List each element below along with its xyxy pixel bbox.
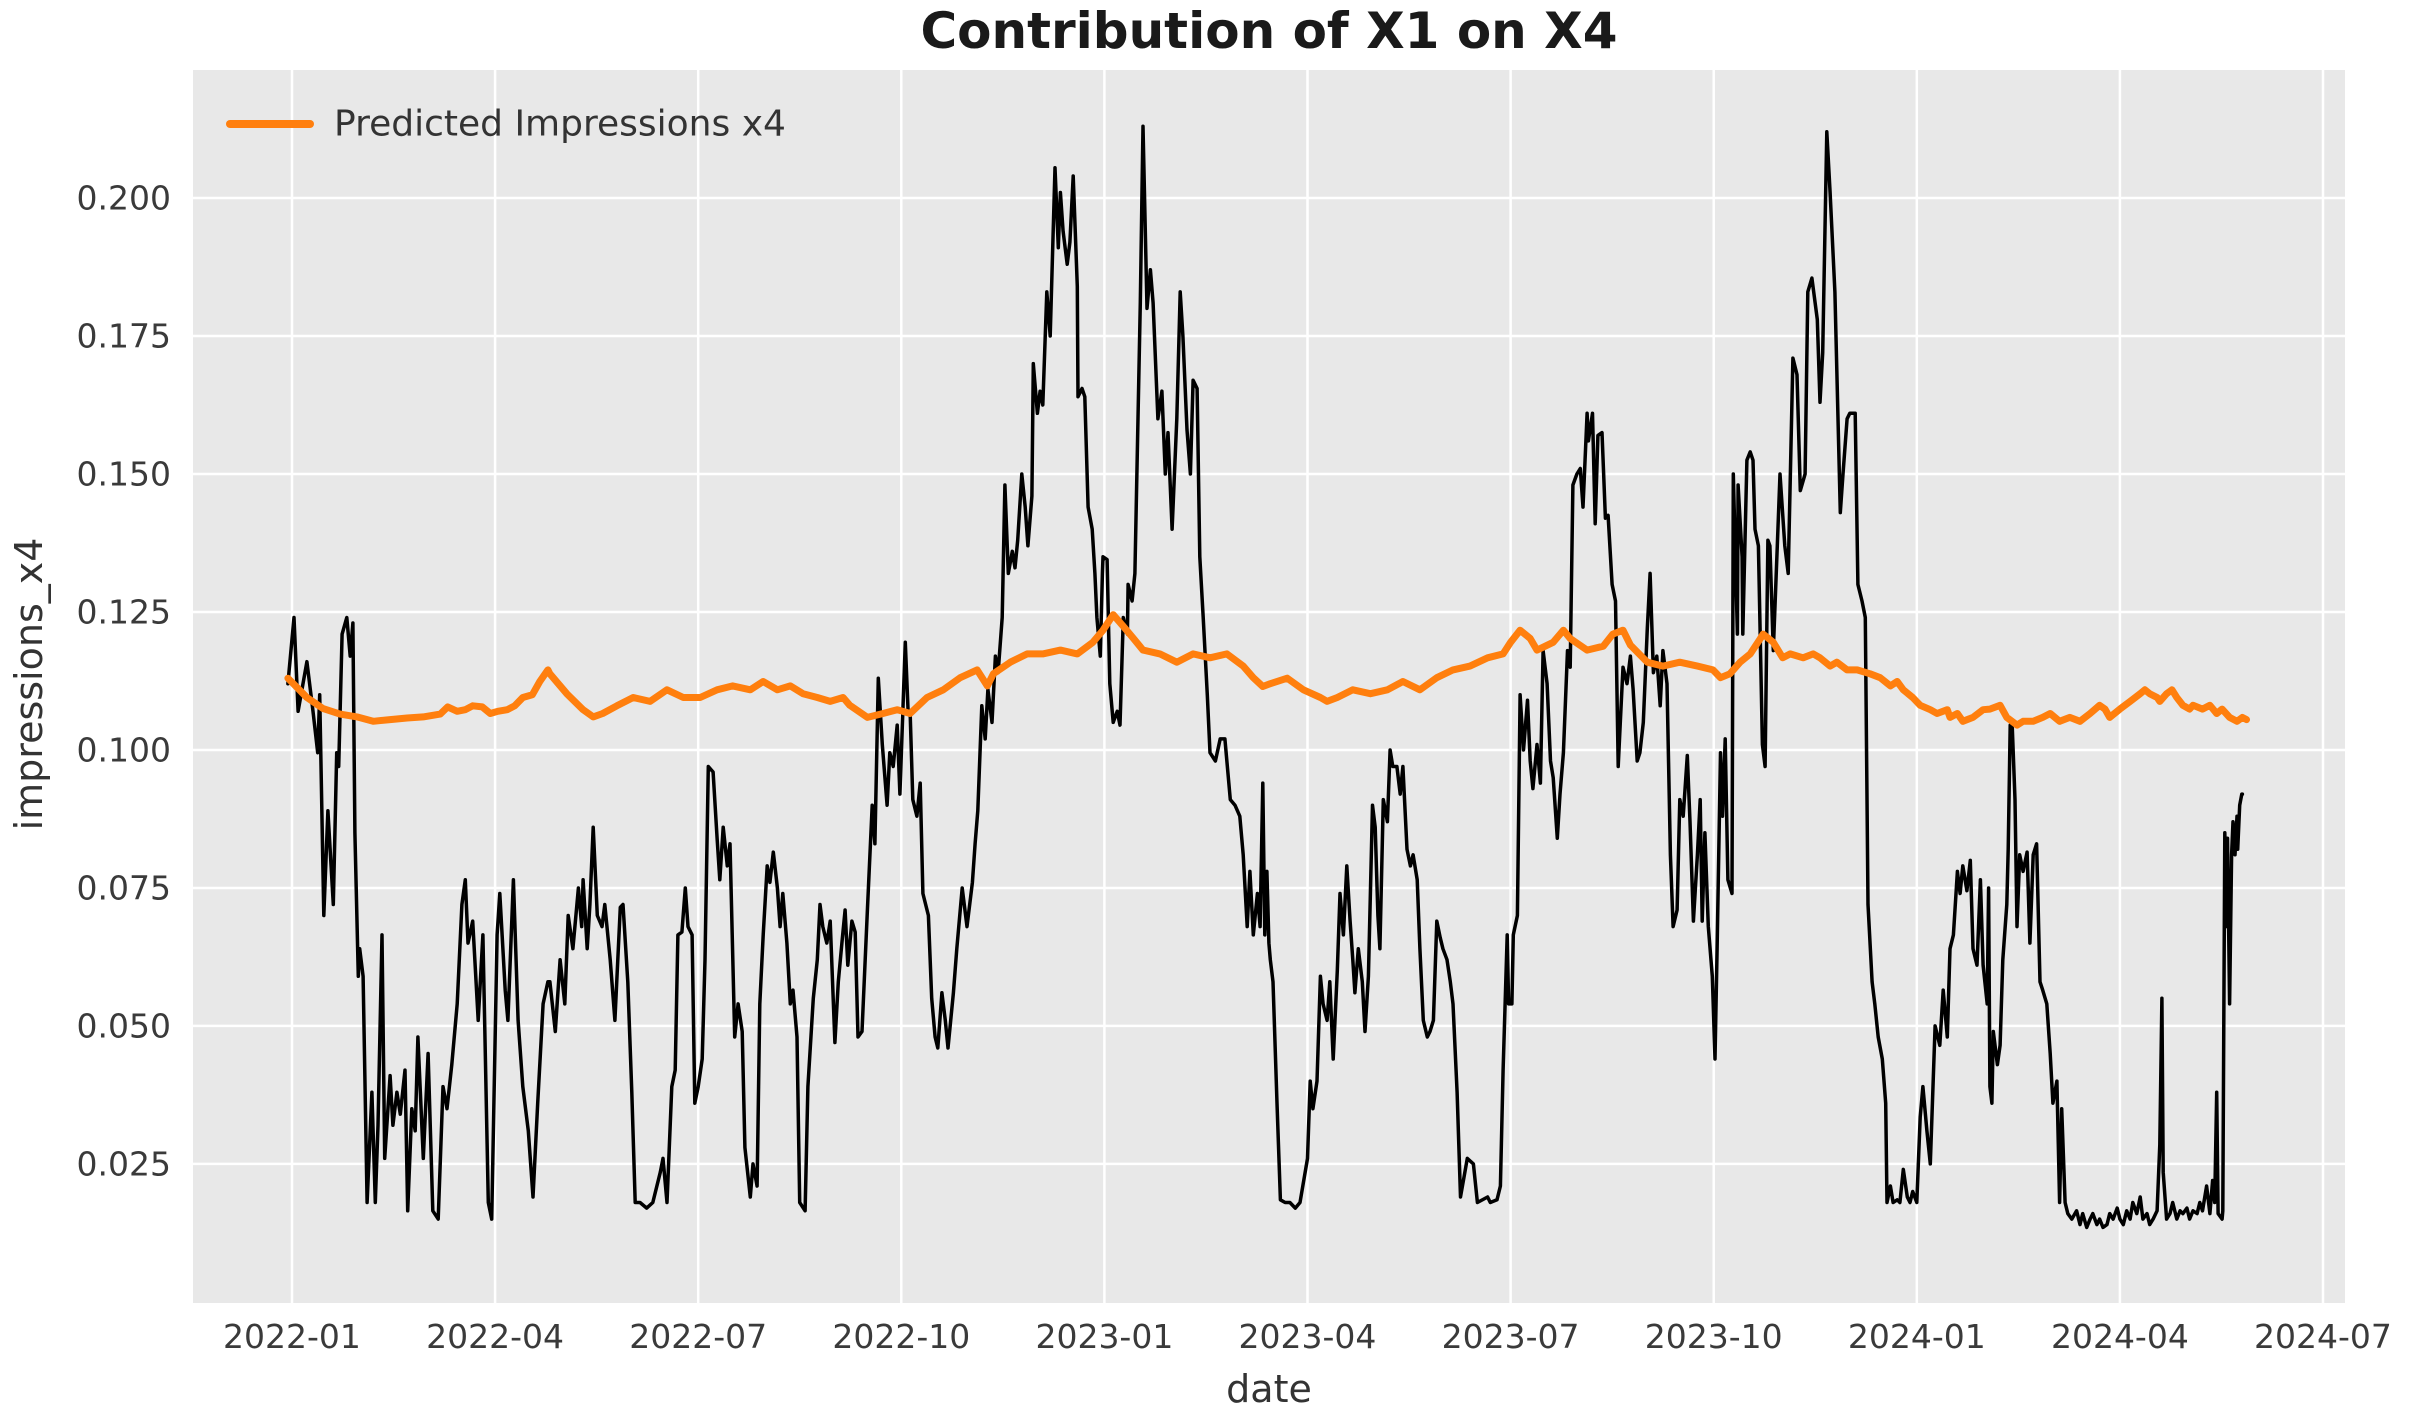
x-tick-label: 2022-04 (426, 1317, 564, 1356)
x-tick-label: 2023-10 (1645, 1317, 1783, 1356)
series-line-impressions-x4 (286, 124, 2245, 1230)
x-tick-label: 2023-04 (1239, 1317, 1377, 1356)
series-line-predicted-impressions-x4 (284, 611, 2250, 729)
series-group (284, 124, 2250, 1230)
legend: Predicted Impressions x4 (226, 104, 786, 145)
y-tick-label: 0.125 (77, 593, 171, 632)
x-tick-label: 2024-04 (2051, 1317, 2189, 1356)
x-tick-label: 2024-01 (1848, 1317, 1986, 1356)
grid (193, 70, 2345, 1303)
x-tick-label: 2024-07 (2254, 1317, 2392, 1356)
x-axis-label: date (1226, 1367, 1312, 1411)
x-tick-label: 2022-01 (223, 1317, 361, 1356)
legend-label: Predicted Impressions x4 (334, 104, 786, 145)
y-tick-label: 0.175 (77, 317, 171, 356)
chart-title: Contribution of X1 on X4 (920, 2, 1617, 60)
x-tick-label: 2022-10 (832, 1317, 970, 1356)
y-tick-label: 0.050 (77, 1006, 171, 1045)
y-tick-label: 0.075 (77, 869, 171, 908)
x-axis: 2022-01 2022-04 2022-07 2022-10 2023-01 2023-… (223, 1317, 2392, 1356)
y-axis-label: impressions_x4 (7, 538, 51, 831)
x-tick-label: 2023-01 (1035, 1317, 1173, 1356)
y-tick-label: 0.150 (77, 455, 171, 494)
y-tick-label: 0.200 (77, 179, 171, 218)
x-tick-label: 2023-07 (1442, 1317, 1580, 1356)
y-tick-label: 0.025 (77, 1144, 171, 1183)
y-axis: 0.025 0.050 0.075 0.100 0.125 0.150 0.175 0.200 (77, 179, 171, 1184)
y-tick-label: 0.100 (77, 731, 171, 770)
x-tick-label: 2022-07 (629, 1317, 767, 1356)
